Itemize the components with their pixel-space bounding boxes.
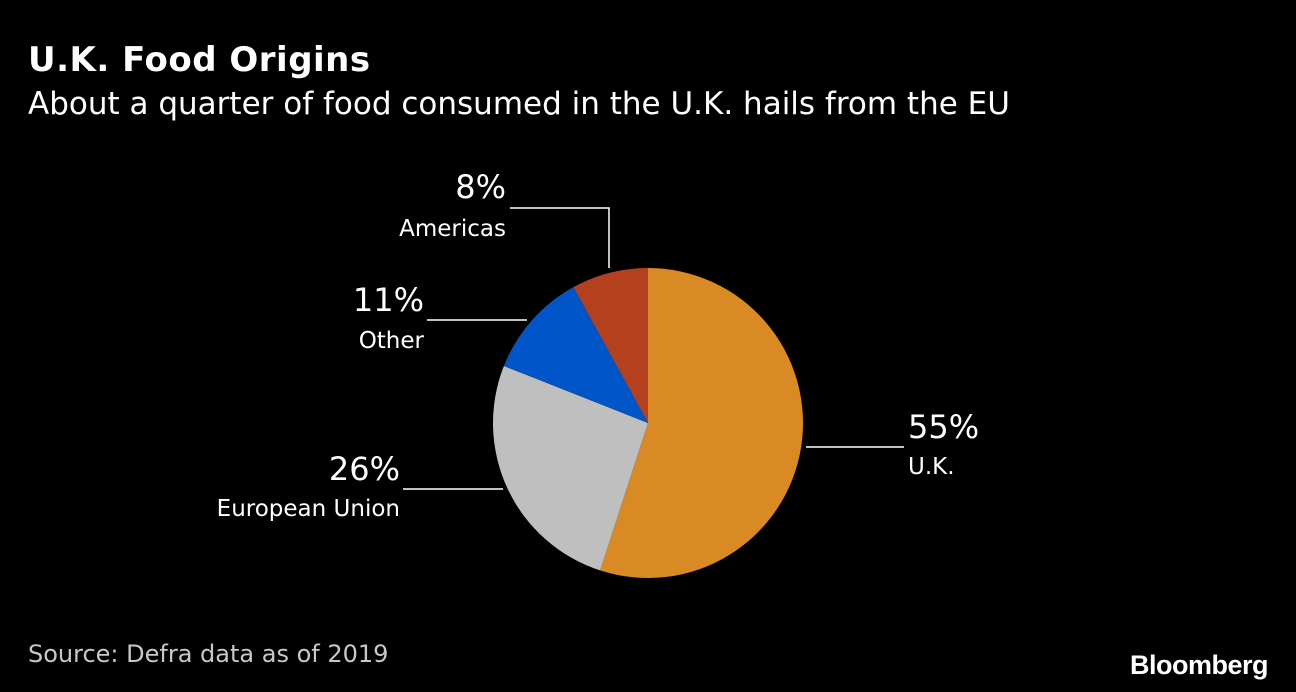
- slice-value-label-other: 11%: [353, 281, 424, 319]
- chart-subtitle: About a quarter of food consumed in the …: [28, 86, 1010, 122]
- chart-title: U.K. Food Origins: [28, 40, 371, 80]
- pie-slice-u-k: [600, 268, 803, 578]
- leader-line-americas: [510, 207, 610, 268]
- source-note: Source: Defra data as of 2019: [28, 640, 389, 668]
- leader-lines: [403, 207, 904, 490]
- slice-category-label-european-union: European Union: [217, 496, 400, 522]
- slice-value-label-americas: 8%: [455, 168, 506, 206]
- bloomberg-logo: Bloomberg: [1129, 650, 1269, 680]
- pie-slice-americas: [573, 268, 648, 423]
- slice-value-label-u-k: 55%: [908, 408, 979, 446]
- pie-slice-european-union: [493, 365, 648, 571]
- slice-category-label-other: Other: [359, 328, 425, 354]
- pie-slice-other: [503, 287, 648, 423]
- slice-labels: 55% U.K. 26% European Union 11% Other 8% Americ…: [217, 168, 979, 522]
- pie-slices: [493, 268, 803, 578]
- slice-value-label-european-union: 26%: [329, 450, 400, 488]
- slice-category-label-americas: Americas: [399, 216, 506, 242]
- slice-category-label-u-k: U.K.: [908, 454, 955, 480]
